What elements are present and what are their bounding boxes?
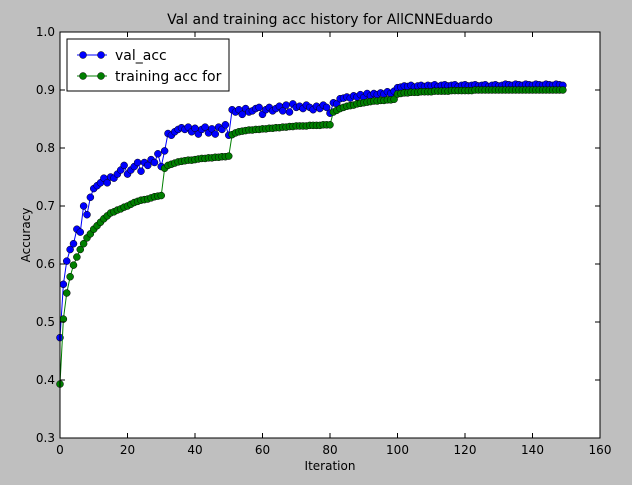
data-point-val-acc [282,101,290,109]
data-point-val-acc [255,103,263,112]
data-point-val-acc [144,161,152,170]
data-point-val-acc [59,280,68,289]
data-point-val-acc [103,179,111,187]
y-tick-label: 0.9 [36,83,55,97]
legend-label-val-acc: val_acc [115,48,167,64]
x-tick-label: 0 [56,443,64,457]
data-point-training-acc-for [326,121,334,129]
x-tick-label: 100 [386,443,409,457]
x-tick-label: 60 [255,443,270,457]
data-point-val-acc [79,202,88,210]
data-point-val-acc [150,158,159,167]
data-point-val-acc [137,167,145,175]
data-point-training-acc-for [73,253,81,261]
legend-box [66,38,230,92]
data-point-val-acc [238,110,246,119]
y-tick-label: 0.5 [36,315,55,329]
data-point-val-acc [63,257,71,265]
legend-marker-training-acc [79,72,87,80]
data-point-val-acc [69,239,78,248]
y-tick-label: 0.4 [36,373,55,387]
y-tick-label: 0.3 [36,431,55,445]
y-tick-label: 1.0 [36,25,55,39]
series-layer [56,80,567,388]
data-point-val-acc [76,228,84,236]
legend-marker-training-acc [97,72,105,80]
x-tick-label: 80 [322,443,337,457]
data-point-val-acc [133,158,142,167]
data-point-val-acc [211,130,219,138]
x-tick-label: 160 [589,443,612,457]
data-point-val-acc [160,147,169,155]
legend-marker-val-acc [97,51,105,59]
data-point-training-acc-for [79,239,88,248]
data-point-val-acc [154,150,162,158]
series-val-acc [56,80,567,342]
y-axis-label: Accuracy [19,208,33,263]
data-point-training-acc-for [225,152,233,160]
series-training-acc-for [56,86,567,388]
legend-marker-val-acc [79,51,87,59]
data-point-val-acc [221,121,230,129]
x-tick-label: 40 [187,443,202,457]
data-point-training-acc-for [390,95,398,104]
data-point-training-acc-for [69,261,78,269]
data-point-training-acc-for [559,86,567,94]
plot-area [60,32,600,438]
x-tick-label: 140 [521,443,544,457]
legend: val_acc training acc for [66,38,230,92]
chart-title: Val and training acc history for AllCNNE… [167,12,493,28]
y-tick-label: 0.6 [36,257,55,271]
data-point-val-acc [322,103,331,112]
data-point-val-acc [120,161,128,170]
data-point-training-acc-for [157,191,165,200]
data-point-training-acc-for [76,245,84,254]
data-point-val-acc [66,245,74,254]
y-tick-label: 0.7 [36,199,55,213]
x-axis-label: Iteration [305,459,356,473]
data-point-val-acc [86,193,95,202]
x-tick-label: 20 [120,443,135,457]
data-point-val-acc [83,210,91,219]
data-point-val-acc [285,108,294,116]
legend-label-training-acc: training acc for [115,69,222,85]
data-point-training-acc-for [63,289,71,297]
y-tick-label: 0.8 [36,141,55,155]
ticks-layer: 0 20 40 60 80 100 120 140 160 0.3 0.4 0.5 0.6 0.7 0.8 0… [36,25,612,457]
x-tick-label: 120 [454,443,477,457]
data-point-training-acc-for [66,273,74,281]
